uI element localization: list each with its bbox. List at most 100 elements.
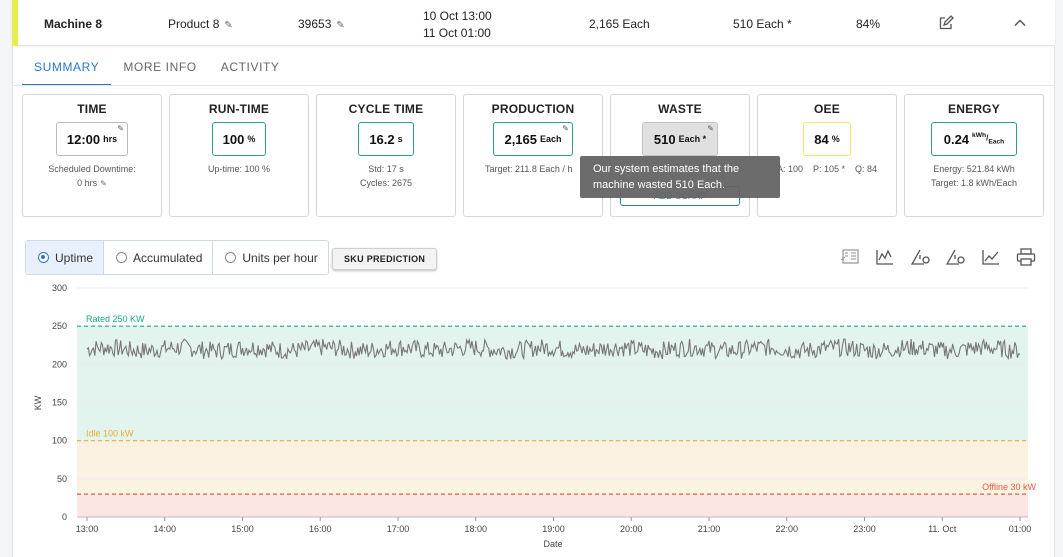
edit-pencil-icon[interactable]: ✎ [336, 20, 345, 31]
edit-pencil-icon[interactable]: ✎ [224, 20, 233, 31]
x-tick-label: 23:00 [853, 524, 876, 534]
performance-value: P: 105 * [812, 164, 846, 174]
card-title: TIME [77, 102, 107, 116]
kpi-value: 84 [814, 131, 829, 147]
oee-breakdown: A: 100 P: 105 * Q: 84 [758, 162, 896, 176]
kpi-unit: Each [540, 134, 562, 144]
tab-summary[interactable]: SUMMARY [22, 50, 112, 86]
y-tick-label: 300 [52, 283, 67, 293]
radio-accumulated[interactable]: Accumulated [104, 241, 214, 274]
edit-pencil-icon[interactable]: ✎ [562, 124, 569, 133]
runtime-card: RUN-TIME 100% Up-time: 100 % [169, 94, 309, 217]
kpi-unit: % [247, 134, 256, 144]
x-tick-label: 11. Oct [928, 524, 957, 534]
chevron-up-icon[interactable] [1013, 16, 1031, 34]
print-icon[interactable] [1016, 248, 1036, 266]
threshold-band [77, 494, 1028, 517]
threshold-label: Offline 30 kW [982, 482, 1036, 492]
kpi-unit: s [397, 134, 403, 144]
y-tick-label: 250 [52, 321, 67, 331]
card-subtext: Energy: 521.84 kWh Target: 1.8 kWh/Each [905, 162, 1043, 190]
x-tick-label: 20:00 [620, 524, 643, 534]
kpi-unit: % [831, 134, 840, 144]
threshold-label: Rated 250 KW [86, 314, 145, 324]
x-tick-label: 17:00 [387, 524, 410, 534]
radio-button-icon [116, 252, 128, 263]
card-title: CYCLE TIME [348, 102, 424, 116]
energy-target-text: Target: 1.8 kWh/Each [930, 178, 1018, 188]
warning-settings-icon[interactable] [910, 248, 931, 266]
cycle-value-box: 16.2 s [358, 122, 414, 156]
trend-icon[interactable] [981, 248, 1001, 266]
radio-uptime[interactable]: Uptime [26, 241, 105, 274]
product-cell[interactable]: Product 8 ✎ [168, 17, 233, 31]
power-chart[interactable]: Rated 250 KW Idle 100 kW Offline 30 kW 0 50… [25, 280, 1045, 557]
production-value-box[interactable]: 2,165 Each ✎ [493, 122, 573, 156]
edit-icon[interactable] [938, 15, 956, 33]
kw-series-line [86, 337, 1021, 361]
radio-label: Accumulated [133, 250, 203, 265]
energy-total-text: Energy: 521.84 kWh [933, 164, 1015, 174]
radio-label: Units per hour [242, 250, 318, 265]
x-tick-label: 21:00 [698, 524, 721, 534]
card-title: OEE [814, 102, 840, 116]
y-tick-label: 50 [57, 474, 67, 484]
card-subtext: Scheduled Downtime: 0 hrs ✎ [23, 162, 161, 191]
machine-row[interactable]: Machine 8 Product 8 ✎ 39653 ✎ 10 Oct 13:00… [12, 0, 1055, 46]
order-cell[interactable]: 39653 ✎ [298, 17, 345, 31]
edit-pencil-icon[interactable]: ✎ [117, 124, 124, 133]
x-tick-label: 22:00 [775, 524, 798, 534]
kpi-value: 510 [653, 131, 676, 147]
tab-activity[interactable]: ACTIVITY [220, 60, 280, 74]
std-cycle-text: Std: 17 s [368, 164, 404, 174]
edit-pencil-icon[interactable]: ✎ [707, 124, 714, 133]
edit-pencil-icon[interactable]: ✎ [100, 179, 107, 188]
radio-units-per-hour[interactable]: Units per hour [213, 241, 327, 274]
kpi-unit: kWh/Each [972, 132, 1005, 146]
x-tick-label: 01:00 [1009, 524, 1032, 534]
uptime-text: Up-time: 100 % [207, 164, 271, 174]
tooltip-line: machine wasted 510 Each. [593, 179, 726, 191]
oee-card: OEE 84% A: 100 P: 105 * Q: 84 [757, 94, 897, 217]
tab-more-info[interactable]: MORE INFO [123, 60, 197, 74]
waste-count: 510 Each * [733, 17, 792, 31]
x-axis-label: Date [543, 539, 562, 549]
tab-bar: SUMMARY MORE INFO ACTIVITY [22, 50, 292, 86]
tab-divider [12, 85, 1055, 86]
y-tick-label: 150 [52, 398, 67, 408]
row-status-accent [12, 0, 18, 46]
threshold-band [77, 440, 1028, 495]
x-tick-label: 15:00 [231, 524, 254, 534]
kpi-unit: hrs [103, 134, 118, 144]
alert-settings-icon[interactable] [945, 248, 966, 266]
kpi-unit: Each * [678, 134, 707, 144]
chart-settings-icon[interactable] [875, 248, 895, 266]
threshold-label: Idle 100 kW [86, 429, 134, 439]
energy-value-box: 0.24 kWh/Each [931, 122, 1017, 156]
start-date: 10 Oct 13:00 [423, 9, 492, 23]
date-range: 10 Oct 13:00 11 Oct 01:00 [423, 8, 492, 42]
x-tick-label: 13:00 [76, 524, 99, 534]
product-name: Product 8 [168, 17, 220, 31]
scheduled-downtime-label: Scheduled Downtime: [48, 164, 136, 174]
runtime-value-box: 100% [212, 122, 266, 156]
cycles-count-text: Cycles: 2675 [359, 178, 413, 188]
radio-button-icon [38, 252, 49, 263]
energy-card: ENERGY 0.24 kWh/Each Energy: 521.84 kWh … [904, 94, 1044, 217]
production-card: PRODUCTION 2,165 Each ✎ Target: 211.8 Eac… [463, 94, 603, 217]
order-number: 39653 [298, 17, 332, 31]
cycle-time-card: CYCLE TIME 16.2 s Std: 17 s Cycles: 2675 [316, 94, 456, 217]
availability-value: A: 100 [776, 164, 803, 174]
tooltip-line: Our system estimates that the [593, 163, 740, 175]
sku-prediction-button[interactable]: SKU PREDICTION [332, 248, 438, 270]
y-tick-label: 100 [52, 436, 67, 446]
y-tick-label: 200 [52, 359, 67, 369]
y-tick-label: 0 [62, 512, 67, 522]
card-title: ENERGY [948, 102, 1000, 116]
report-icon[interactable] [840, 248, 860, 266]
time-value-box[interactable]: 12:00 hrs ✎ [56, 122, 128, 156]
card-title: WASTE [658, 102, 702, 116]
x-tick-label: 16:00 [309, 524, 332, 534]
x-tick-label: 18:00 [464, 524, 487, 534]
waste-value-box[interactable]: 510 Each * ✎ [642, 122, 718, 156]
